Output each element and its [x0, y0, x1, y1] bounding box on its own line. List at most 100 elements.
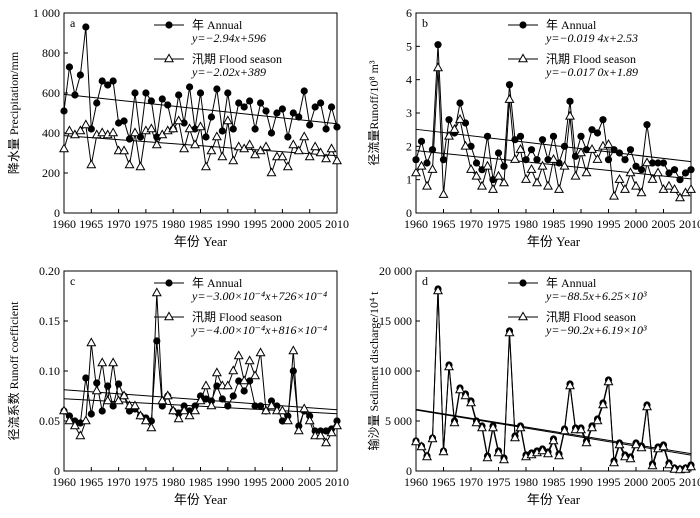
data-point	[433, 285, 443, 295]
legend-label: 汛期 Flood season	[192, 310, 282, 324]
data-point	[217, 151, 228, 161]
data-point	[282, 161, 293, 171]
data-point	[59, 405, 69, 415]
data-point	[299, 131, 310, 141]
data-point	[207, 113, 216, 121]
x-tick-label: 1960	[52, 475, 76, 489]
data-point	[109, 77, 117, 85]
y-tick-label: 0	[406, 206, 412, 220]
data-point	[620, 184, 630, 193]
data-point	[222, 115, 233, 125]
x-tick-label: 1985	[189, 217, 213, 231]
data-point	[75, 430, 86, 440]
y-tick-label: 10 000	[379, 364, 412, 378]
data-point	[576, 424, 586, 434]
data-point	[577, 132, 585, 140]
data-point	[565, 110, 575, 120]
data-point	[211, 367, 222, 377]
y-tick-label: 15 000	[379, 314, 412, 328]
data-point	[609, 457, 619, 467]
x-tick-label: 1990	[569, 475, 593, 489]
x-tick-label: 1990	[216, 475, 240, 489]
x-tick-label: 1985	[189, 475, 213, 489]
x-tick-label: 1980	[514, 217, 538, 231]
trend-line	[415, 150, 692, 180]
data-point	[675, 192, 685, 202]
data-point	[422, 451, 432, 461]
data-point	[686, 461, 696, 471]
data-point	[104, 81, 112, 89]
data-point	[538, 136, 547, 144]
data-point	[438, 446, 449, 456]
x-tick-label: 1980	[161, 217, 185, 231]
y-axis-label: 径流量Runoff/10⁸ m³	[367, 60, 381, 166]
x-tick-label: 2000	[624, 217, 648, 231]
legend-marker	[519, 279, 527, 287]
legend-equation: y=−3.00×10⁻⁴x+726×10⁻⁴	[191, 289, 327, 303]
data-point	[615, 149, 624, 157]
data-point	[603, 139, 614, 148]
data-point	[206, 400, 217, 410]
data-point	[510, 154, 520, 163]
data-point	[621, 156, 629, 164]
data-point	[108, 127, 119, 137]
data-point	[135, 410, 146, 420]
legend-equation: y=−88.5x+6.25×10³	[545, 289, 647, 303]
data-point	[200, 161, 211, 171]
data-point	[609, 190, 619, 200]
legend-label: 汛期 Flood season	[546, 52, 636, 66]
data-point	[494, 149, 503, 157]
data-point	[202, 133, 210, 141]
y-tick-label: 600	[42, 86, 60, 100]
x-axis-label: 年份 Year	[527, 492, 581, 507]
data-point	[69, 420, 80, 430]
data-point	[537, 445, 548, 455]
data-point	[273, 109, 281, 117]
trend-line	[63, 93, 338, 125]
x-tick-label: 1960	[404, 217, 428, 231]
data-point	[326, 143, 337, 153]
data-point	[213, 85, 221, 93]
data-point	[664, 180, 674, 190]
data-point	[147, 97, 155, 105]
data-point	[427, 164, 438, 173]
data-point	[527, 146, 536, 154]
data-point	[108, 357, 119, 367]
x-tick-label: 1960	[52, 217, 76, 231]
x-tick-label: 2010	[325, 475, 349, 489]
trend-line	[415, 409, 692, 456]
data-point	[224, 89, 232, 97]
data-point	[184, 123, 195, 133]
data-point	[282, 415, 293, 425]
panel-label: d	[422, 274, 428, 288]
data-point	[526, 164, 537, 173]
data-point	[120, 117, 128, 125]
data-point	[293, 425, 304, 435]
data-point	[423, 159, 431, 167]
data-point	[455, 384, 465, 394]
y-tick-label: 200	[42, 166, 60, 180]
data-point	[445, 116, 453, 124]
data-point	[581, 167, 592, 177]
data-point	[321, 437, 332, 447]
data-point	[250, 370, 261, 380]
data-point	[592, 154, 603, 163]
legend-equation: y=−0.017 0x+1.89	[545, 65, 638, 79]
data-point	[587, 422, 597, 432]
data-point	[266, 167, 277, 177]
data-point	[449, 124, 460, 133]
x-tick-label: 1970	[107, 217, 131, 231]
data-point	[592, 415, 603, 425]
data-point	[289, 109, 297, 117]
data-point	[256, 402, 265, 410]
panel-label: c	[70, 274, 75, 288]
x-tick-label: 1965	[432, 475, 456, 489]
data-point	[310, 141, 321, 151]
data-point	[587, 144, 597, 153]
data-point	[162, 390, 173, 400]
data-point	[477, 180, 487, 190]
data-point	[326, 427, 337, 437]
x-tick-label: 2000	[624, 475, 648, 489]
